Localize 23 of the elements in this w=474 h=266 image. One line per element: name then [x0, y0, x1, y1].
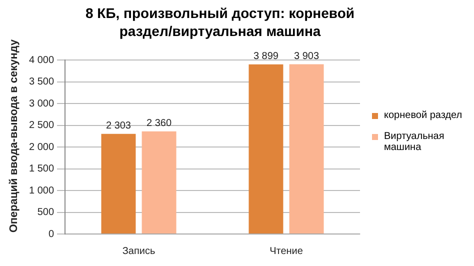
data-label: 2 303 — [106, 120, 132, 132]
y-tick-label: 2 000 — [28, 142, 54, 153]
x-tick-label: Запись — [122, 246, 156, 257]
x-tick-label: Чтение — [270, 246, 304, 257]
bar — [248, 64, 284, 234]
data-label: 3 903 — [294, 50, 320, 62]
y-tick-label: 4 000 — [28, 54, 54, 66]
y-tick-label: 2 500 — [28, 120, 54, 131]
y-tick-label: 3 000 — [28, 98, 54, 110]
legend-label: Виртуальная машина — [384, 131, 446, 153]
y-tick-label: 3 500 — [28, 76, 54, 88]
bar — [289, 64, 324, 234]
bar — [101, 134, 136, 234]
y-tick-label: 1 000 — [28, 185, 54, 196]
y-tick-label: 1 500 — [28, 164, 54, 174]
data-label: 2 360 — [146, 118, 172, 130]
legend-label: корневой раздел — [384, 110, 462, 121]
y-tick-label: 0 — [48, 228, 54, 240]
bar — [142, 131, 176, 234]
data-label: 3 899 — [253, 51, 279, 62]
y-axis-title: Операций ввода-вывода в секунду — [8, 38, 20, 235]
y-tick-label: 500 — [37, 207, 54, 218]
chart-title: 8 КБ, произвольный доступ: корневой раздел/виртуальная машина — [84, 4, 356, 40]
